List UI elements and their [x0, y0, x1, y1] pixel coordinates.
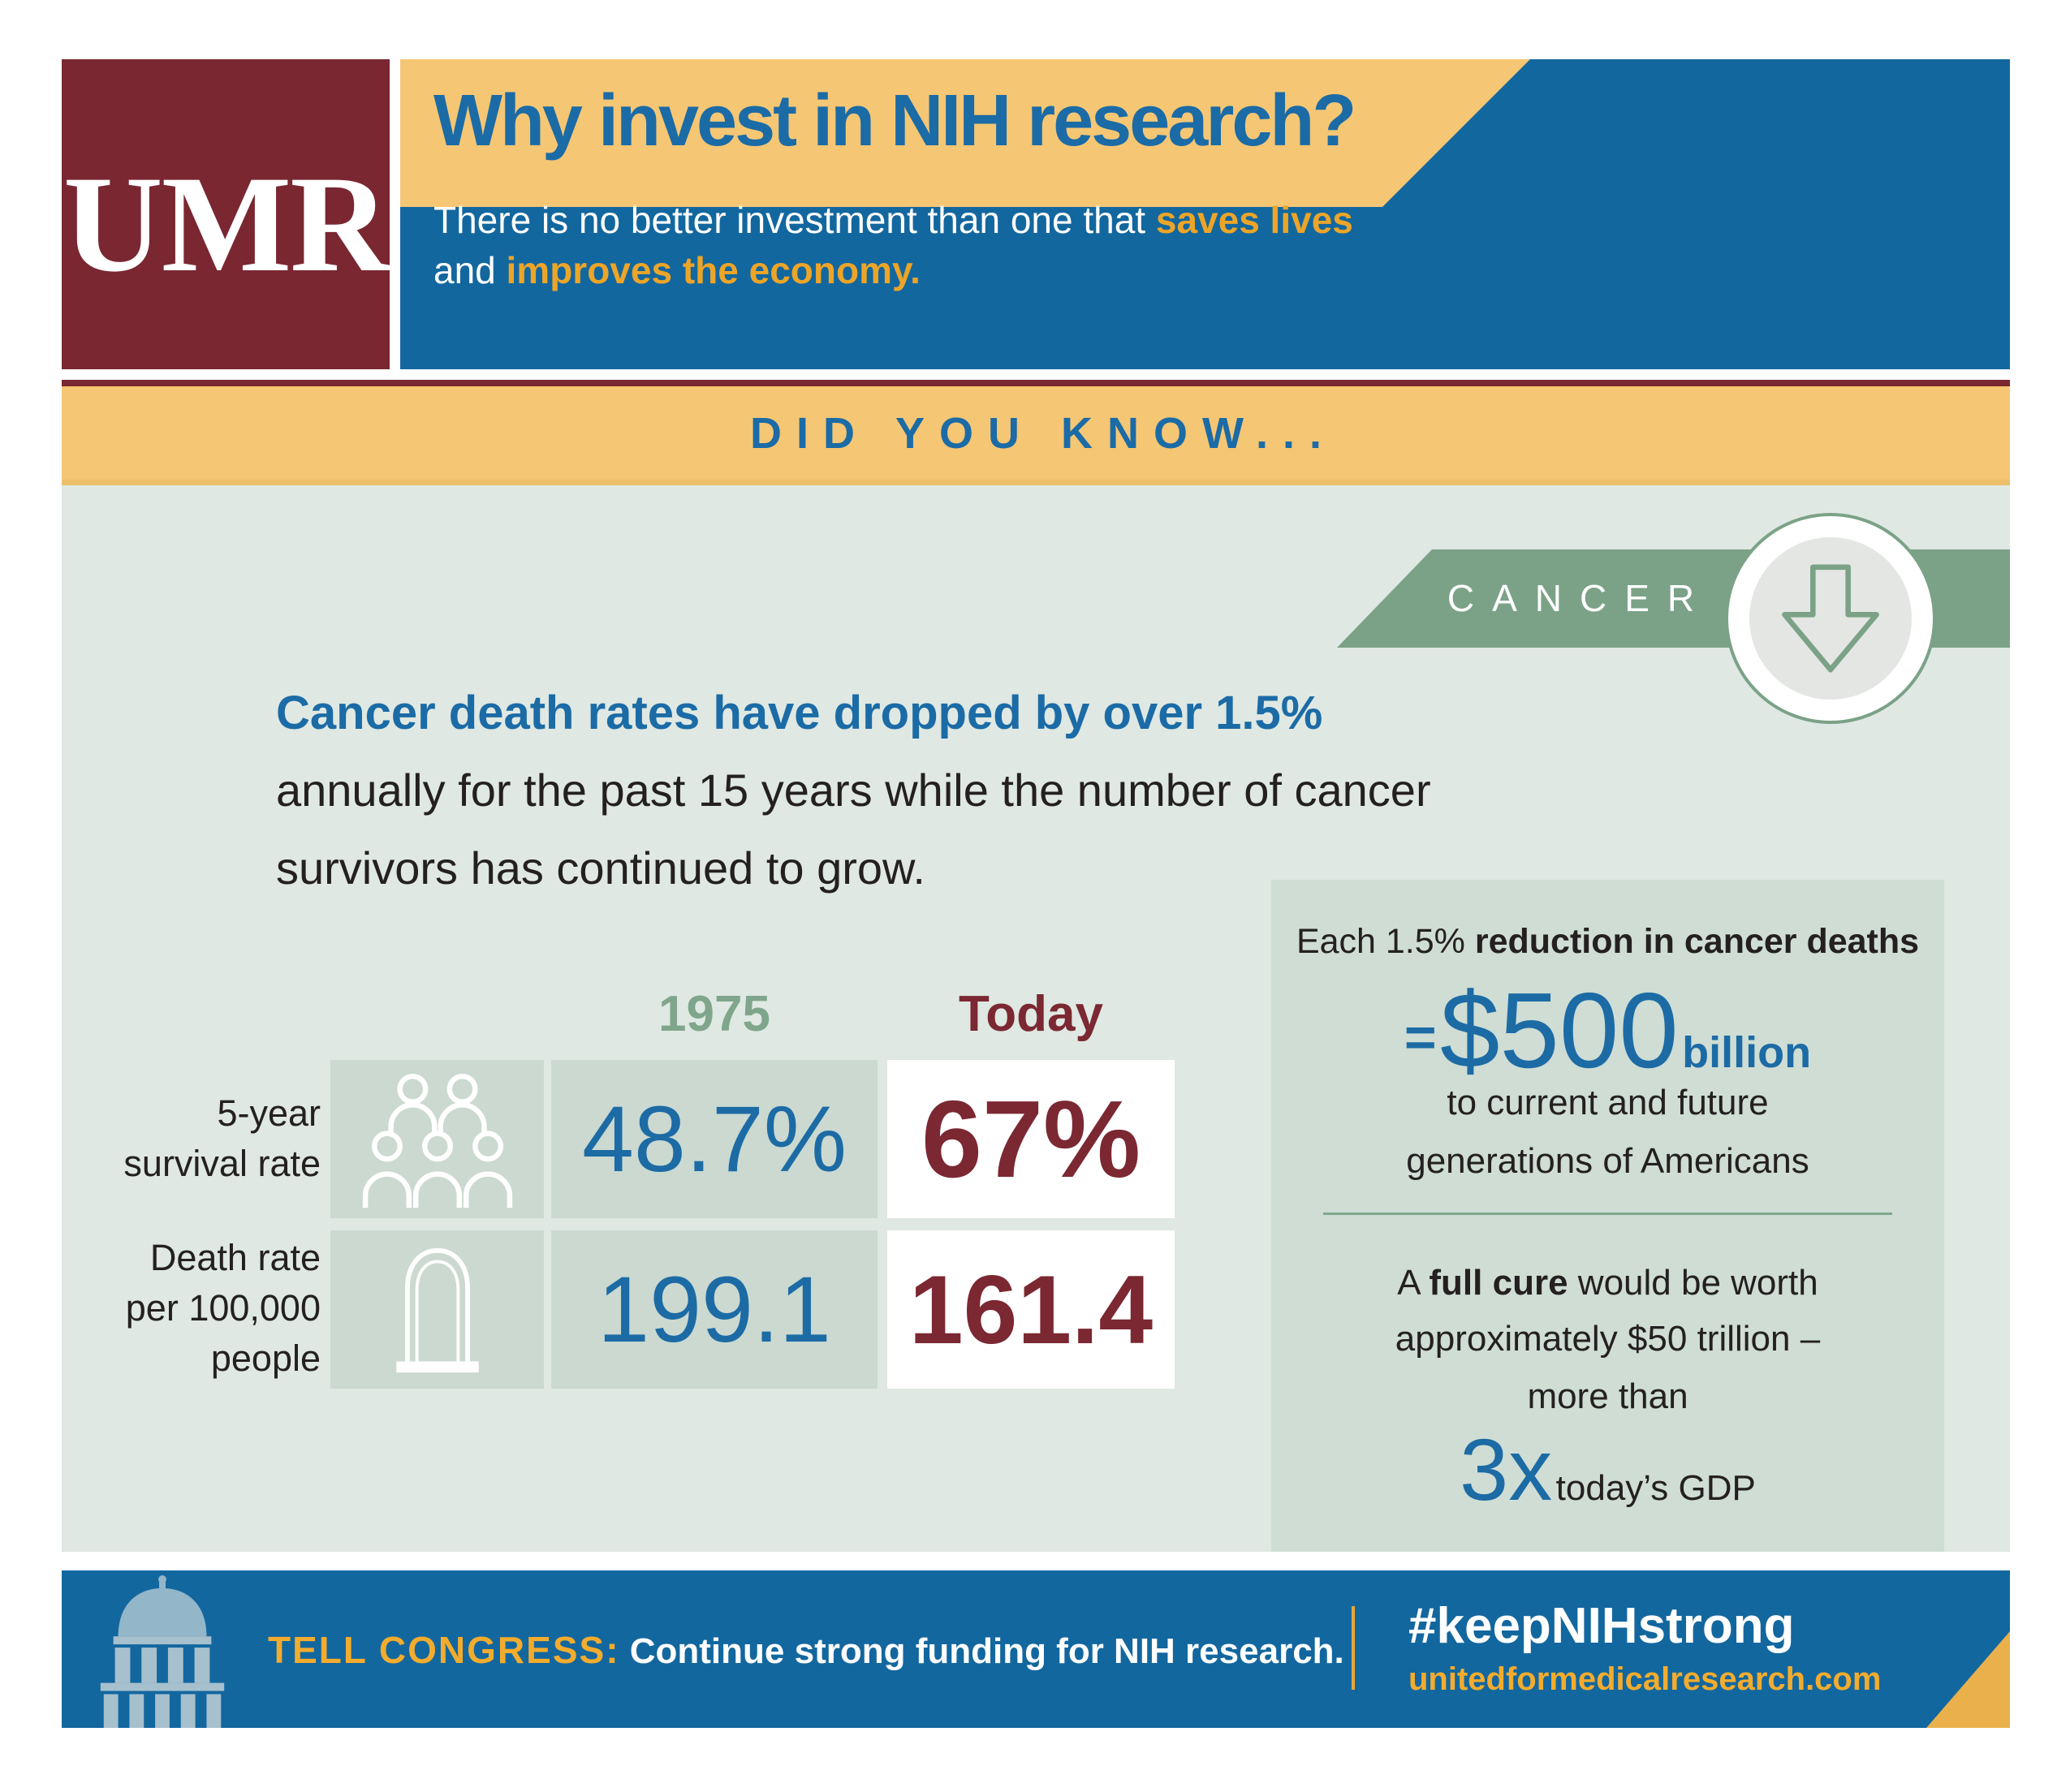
- cancer-headline-line2: annually for the past 15 years while the…: [276, 765, 1431, 816]
- cure-prefix: A: [1397, 1263, 1430, 1303]
- row-label-line: survival rate: [123, 1143, 321, 1184]
- death-rate-1975-value: 199.1: [597, 1257, 831, 1362]
- row-label-line: per 100,000: [125, 1287, 321, 1329]
- row-label-line: people: [210, 1338, 321, 1379]
- cure-line3: more than: [1527, 1376, 1688, 1416]
- row-label-death-rate: Death rate per 100,000 people: [62, 1233, 321, 1384]
- panel-divider: [1323, 1213, 1892, 1215]
- subtitle-line2-highlight: improves the economy.: [506, 249, 921, 291]
- column-header-1975: 1975: [658, 986, 770, 1042]
- did-you-know-label: DID YOU KNOW...: [749, 408, 1337, 458]
- maroon-divider-rule: [62, 380, 2010, 386]
- website-link[interactable]: unitedformedicalresearch.com: [1408, 1661, 1882, 1697]
- hashtag-text: #keepNIHstrong: [1408, 1598, 1795, 1654]
- column-header-today: Today: [959, 986, 1103, 1042]
- down-arrow-icon: [1782, 564, 1879, 673]
- row-label-line: Death rate: [149, 1237, 321, 1278]
- panel-intro-bold: reduction in cancer deaths: [1474, 922, 1920, 961]
- survival-1975-cell: 48.7%: [551, 1060, 878, 1218]
- panel-amount-row: = $500 billion: [1271, 977, 1944, 1118]
- footer-band: TELL CONGRESS: Continue strong funding f…: [62, 1570, 2010, 1728]
- cancer-headline-line3: survivors has continued to grow.: [276, 842, 925, 894]
- cure-line2: approximately $50 trillion –: [1395, 1319, 1821, 1359]
- down-arrow-badge: [1725, 513, 1936, 724]
- multiplier-row: 3x today’s GDP: [1271, 1425, 1944, 1541]
- cancer-banner-label: CANCER: [1447, 577, 1713, 619]
- umr-logo-text: UMR: [63, 148, 390, 300]
- death-rate-today-value: 161.4: [908, 1255, 1154, 1364]
- amount-unit: billion: [1682, 1028, 1812, 1077]
- capitol-building-icon: [100, 1575, 225, 1728]
- row-label-survival-rate: 5-year survival rate: [62, 1088, 321, 1189]
- page-title: Why invest in NIH research?: [433, 80, 1356, 162]
- death-rate-icon-cell: [330, 1230, 544, 1389]
- tombstone-icon: [395, 1247, 479, 1372]
- amount-value: $500: [1440, 971, 1679, 1090]
- umr-logo: UMR: [62, 59, 390, 369]
- panel-intro-line: Each 1.5% reduction in cancer deaths: [1271, 922, 1944, 962]
- did-you-know-band: DID YOU KNOW...: [62, 386, 2010, 485]
- cure-line1: A full cure would be worth: [1271, 1263, 1944, 1303]
- subtitle-line1-highlight: saves lives: [1155, 199, 1353, 241]
- multiplier-suffix: today’s GDP: [1555, 1468, 1756, 1508]
- tell-congress-message: Continue strong funding for NIH research…: [619, 1631, 1344, 1671]
- survival-today-cell: 67%: [887, 1060, 1175, 1218]
- cancer-headline-bold: Cancer death rates have dropped by over …: [276, 687, 1323, 739]
- tell-congress-line: TELL CONGRESS: Continue strong funding f…: [268, 1627, 1344, 1682]
- death-rate-today-cell: 161.4: [887, 1230, 1175, 1389]
- survival-today-value: 67%: [921, 1078, 1141, 1200]
- panel-intro-prefix: Each 1.5%: [1296, 922, 1475, 961]
- tell-congress-label: TELL CONGRESS:: [268, 1629, 620, 1671]
- down-arrow-disc: [1749, 537, 1912, 700]
- survival-1975-value: 48.7%: [581, 1087, 847, 1191]
- subtitle-line1-text: There is no better investment than one t…: [433, 199, 1156, 241]
- impact-panel: Each 1.5% reduction in cancer deaths = $…: [1271, 880, 1944, 1552]
- header-yellow-band: [400, 59, 1530, 207]
- multiplier-value: 3x: [1460, 1420, 1553, 1518]
- subtitle-line2-text: and: [433, 249, 507, 291]
- people-group-icon: [362, 1073, 512, 1208]
- cure-bold: full cure: [1429, 1263, 1568, 1303]
- equals-sign: =: [1404, 1006, 1437, 1068]
- footer-vertical-divider: [1352, 1606, 1355, 1690]
- beneficiary-line2: generations of Americans: [1406, 1141, 1809, 1181]
- death-rate-1975-cell: 199.1: [551, 1230, 878, 1389]
- row-label-line: 5-year: [217, 1092, 321, 1134]
- footer-corner-triangle: [1926, 1631, 2010, 1728]
- survival-icon-cell: [330, 1060, 544, 1218]
- cure-suffix: would be worth: [1568, 1263, 1818, 1303]
- beneficiary-line1: to current and future: [1447, 1083, 1769, 1122]
- header-subtitle: There is no better investment than one t…: [433, 195, 1353, 295]
